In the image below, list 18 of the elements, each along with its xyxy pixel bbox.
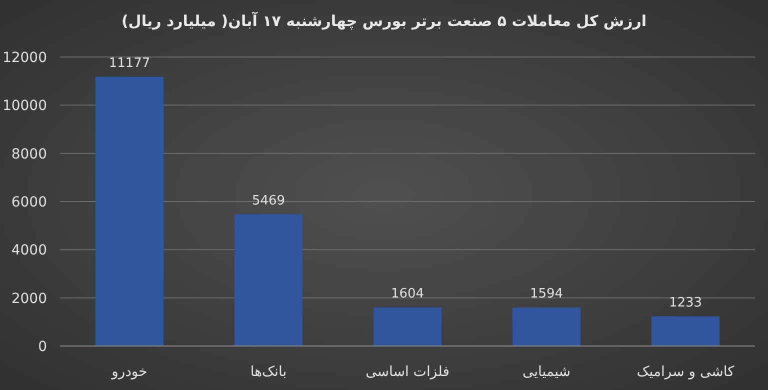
x-tick-label: کاشی و سرامیک bbox=[636, 364, 735, 380]
y-tick-label: 8000 bbox=[11, 146, 47, 162]
chart-title: ارزش کل معاملات ۵ صنعت برتر بورس چهارشنبه ۱۷ آبان( میلیارد ریال) bbox=[121, 11, 647, 30]
y-tick-label: 10000 bbox=[2, 98, 47, 114]
data-label: 1233 bbox=[668, 295, 702, 310]
data-label: 5469 bbox=[252, 193, 286, 208]
x-tick-label: شیمیایی bbox=[522, 364, 571, 380]
data-label: 1594 bbox=[530, 286, 564, 302]
data-label: 11177 bbox=[108, 56, 150, 71]
y-tick-label: 6000 bbox=[11, 194, 47, 210]
x-tick-label: خودرو bbox=[110, 364, 148, 380]
x-tick-label: بانک‌ها bbox=[250, 364, 287, 380]
y-tick-label: 0 bbox=[38, 339, 47, 355]
data-label: 1604 bbox=[390, 286, 424, 302]
x-tick-label: فلزات اساسی bbox=[366, 364, 450, 380]
y-tick-label: 12000 bbox=[2, 50, 47, 66]
y-tick-label: 2000 bbox=[11, 290, 47, 307]
y-tick-label: 4000 bbox=[11, 242, 47, 259]
